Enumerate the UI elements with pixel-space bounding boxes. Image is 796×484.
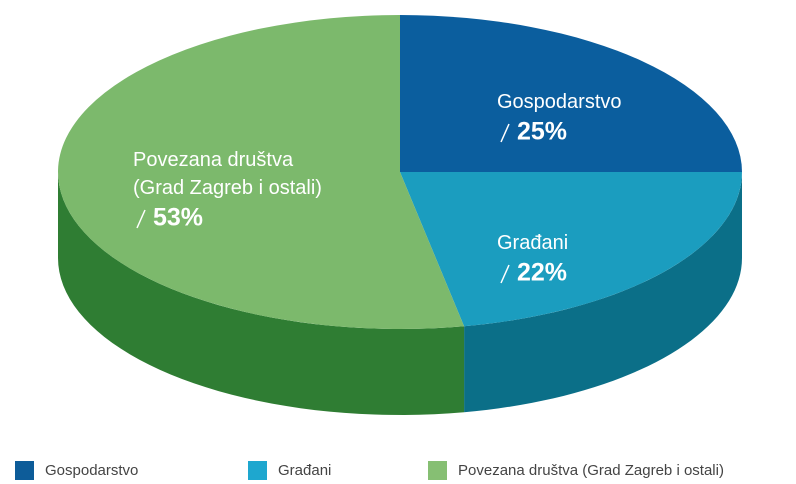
slice — [400, 15, 742, 172]
slice-label: Građani — [497, 232, 568, 254]
separator — [500, 264, 510, 284]
slice-label: Gospodarstvo — [497, 91, 622, 113]
label-line: Gospodarstvo — [497, 91, 622, 113]
label-line: (Grad Zagreb i ostali) — [133, 177, 322, 199]
legend-label: Povezana društva (Grad Zagreb i ostali) — [458, 462, 724, 479]
legend-label: Građani — [278, 462, 331, 479]
slice-side — [464, 172, 742, 413]
value-label: 53% — [153, 204, 203, 232]
slice — [400, 172, 742, 327]
separator — [500, 123, 510, 143]
slice-label: Povezana društva (Grad Zagreb i ostali) — [133, 149, 322, 199]
legend-label: Gospodarstvo — [45, 462, 138, 479]
value-label: 22% — [517, 259, 567, 287]
label-line: Građani — [497, 232, 568, 254]
separator — [136, 209, 146, 229]
legend-swatch — [15, 461, 34, 480]
value-label: 25% — [517, 118, 567, 146]
slice — [58, 15, 465, 329]
legend-swatch — [428, 461, 447, 480]
legend-swatch — [248, 461, 267, 480]
slice-side — [58, 172, 465, 415]
label-line: Povezana društva — [133, 149, 294, 171]
